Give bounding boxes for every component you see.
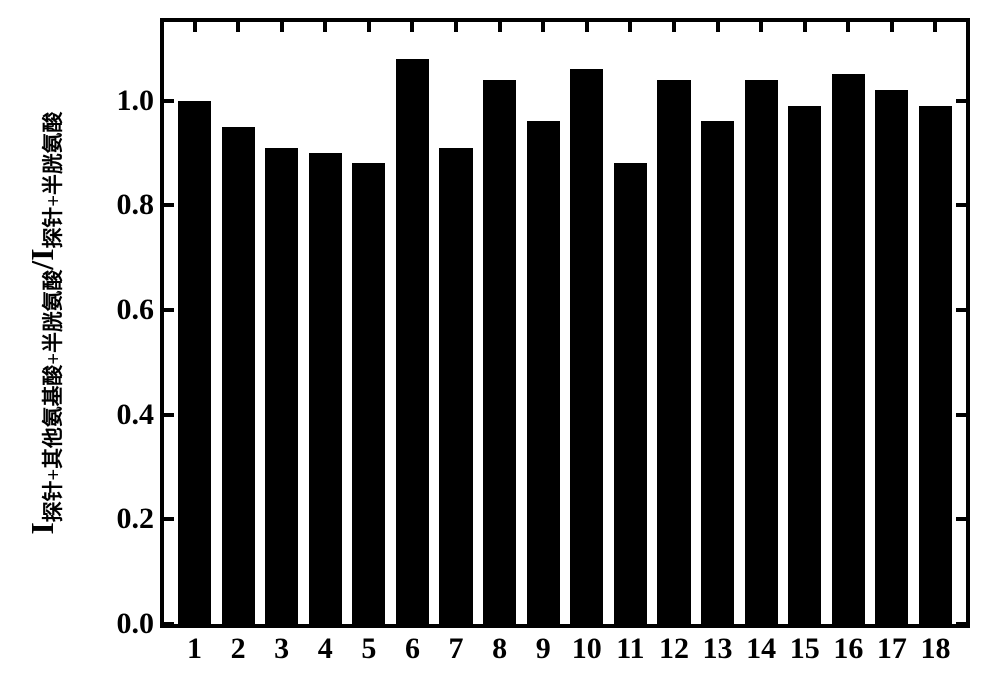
xtick-top: [628, 22, 632, 32]
bar: [352, 163, 385, 624]
ytick-left: [164, 622, 174, 626]
bar: [222, 127, 255, 624]
xtick-top: [803, 22, 807, 32]
xtick-label: 4: [303, 632, 347, 666]
xtick-label: 8: [478, 632, 522, 666]
xtick-top: [193, 22, 197, 32]
xtick-label: 1: [173, 632, 217, 666]
ylabel-prefix: I: [24, 522, 60, 534]
xtick-top: [498, 22, 502, 32]
ytick-right: [956, 622, 966, 626]
xtick-label: 9: [521, 632, 565, 666]
xtick-top: [716, 22, 720, 32]
ytick-right: [956, 413, 966, 417]
xtick-label: 2: [216, 632, 260, 666]
xtick-top: [410, 22, 414, 32]
xtick-top: [280, 22, 284, 32]
ytick-left: [164, 99, 174, 103]
ytick-right: [956, 308, 966, 312]
xtick-label: 14: [739, 632, 783, 666]
ytick-label: 0.2: [94, 502, 154, 536]
xtick-label: 13: [696, 632, 740, 666]
bar: [309, 153, 342, 624]
xtick-top: [323, 22, 327, 32]
xtick-label: 15: [783, 632, 827, 666]
ytick-label: 0.0: [94, 607, 154, 641]
ytick-right: [956, 203, 966, 207]
bar: [265, 148, 298, 624]
xtick-top: [846, 22, 850, 32]
xtick-label: 18: [913, 632, 957, 666]
ytick-left: [164, 413, 174, 417]
bar: [439, 148, 472, 624]
bar: [657, 80, 690, 624]
xtick-label: 11: [608, 632, 652, 666]
ytick-right: [956, 517, 966, 521]
xtick-label: 6: [390, 632, 434, 666]
bar: [788, 106, 821, 624]
ytick-right: [956, 99, 966, 103]
ylabel-sub1: 探针+其他氨基酸+半胱氨酸: [42, 270, 65, 522]
xtick-top: [454, 22, 458, 32]
bar: [396, 59, 429, 624]
ylabel-mid: /I: [24, 248, 60, 269]
bar: [527, 121, 560, 624]
xtick-label: 3: [260, 632, 304, 666]
bar: [614, 163, 647, 624]
bar: [832, 74, 865, 624]
xtick-top: [585, 22, 589, 32]
bar: [875, 90, 908, 624]
y-axis-label: I探针+其他氨基酸+半胱氨酸/I探针+半胱氨酸: [24, 0, 66, 673]
bar: [178, 101, 211, 624]
xtick-label: 12: [652, 632, 696, 666]
xtick-top: [236, 22, 240, 32]
xtick-top: [933, 22, 937, 32]
ytick-left: [164, 203, 174, 207]
ytick-label: 0.4: [94, 398, 154, 432]
xtick-top: [672, 22, 676, 32]
ytick-label: 0.6: [94, 293, 154, 327]
bar: [483, 80, 516, 624]
ytick-left: [164, 517, 174, 521]
bar: [570, 69, 603, 624]
bar: [919, 106, 952, 624]
xtick-label: 7: [434, 632, 478, 666]
bar: [701, 121, 734, 624]
xtick-top: [367, 22, 371, 32]
xtick-label: 16: [826, 632, 870, 666]
xtick-top: [541, 22, 545, 32]
xtick-label: 17: [870, 632, 914, 666]
ytick-label: 0.8: [94, 188, 154, 222]
bar: [745, 80, 778, 624]
xtick-label: 10: [565, 632, 609, 666]
ytick-left: [164, 308, 174, 312]
ylabel-sub2: 探针+半胱氨酸: [42, 112, 65, 249]
figure: I探针+其他氨基酸+半胱氨酸/I探针+半胱氨酸 0.0 0.2 0.4 0.6 0.8 1…: [0, 0, 1000, 690]
ytick-label: 1.0: [94, 84, 154, 118]
xtick-top: [890, 22, 894, 32]
xtick-top: [759, 22, 763, 32]
xtick-label: 5: [347, 632, 391, 666]
